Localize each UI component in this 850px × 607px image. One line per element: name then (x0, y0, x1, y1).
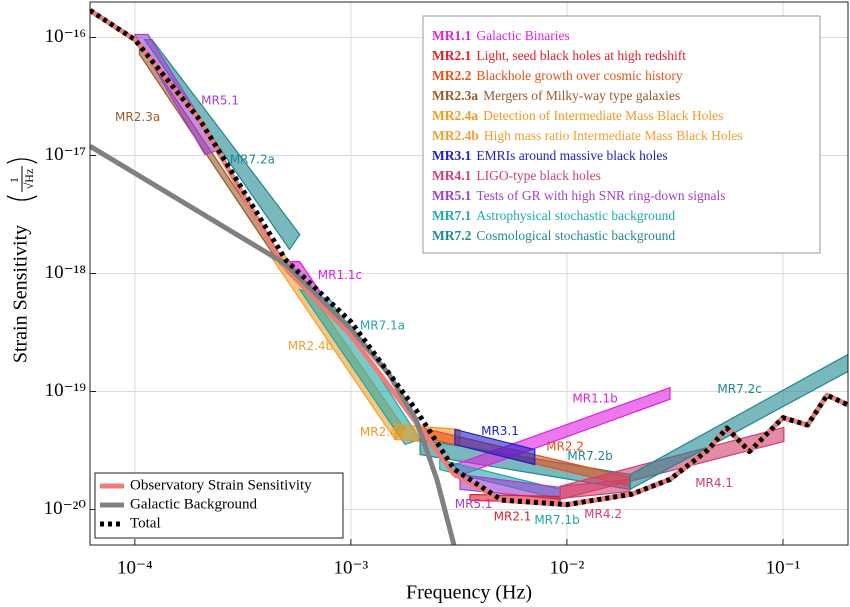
region-label: MR2.2 (546, 439, 584, 453)
y-axis-label: Strain Sensitivity (10, 225, 32, 363)
region-label: MR5.1 (455, 497, 493, 511)
y-axis-unit-numerator: 1 (7, 177, 21, 183)
region-label: MR1.1b (572, 392, 617, 406)
legend-entry: MR2.2 Blackhole growth over cosmic histor… (432, 68, 683, 83)
region-label: MR4.1 (695, 476, 733, 490)
region-label: MR3.1 (481, 424, 519, 438)
legend-id: MR7.1 (432, 208, 472, 223)
legend-description: Light, seed black holes at high redshift (476, 48, 686, 63)
legend: Observatory Strain Sensitivity Galactic B… (94, 472, 344, 539)
legend-description: Galactic Binaries (476, 28, 569, 43)
paren-left (6, 195, 38, 201)
legend-entry: MR1.1 Galactic Binaries (432, 28, 570, 43)
legend-entry: MR7.1 Astrophysical stochastic background (432, 208, 675, 223)
requirement-region (454, 428, 536, 466)
region-label: MR7.2b (567, 449, 612, 463)
legend-box (422, 15, 821, 254)
requirement-region (629, 353, 848, 491)
region-label: MR2.4a (360, 425, 405, 439)
requirements-legend: MR1.1 Galactic Binaries MR2.1 Light, seed b… (422, 15, 821, 254)
legend-description: LIGO-type black holes (476, 168, 600, 183)
legend-box (94, 472, 344, 539)
legend-id: MR2.1 (432, 48, 472, 63)
region-label: MR7.1b (534, 513, 579, 527)
legend-description: Astrophysical stochastic background (476, 208, 675, 223)
legend-entry: MR7.2 Cosmological stochastic background (432, 228, 675, 243)
legend-description: Blackhole growth over cosmic history (476, 68, 682, 83)
region-label: MR5.1 (201, 93, 239, 107)
legend-id: MR2.2 (432, 68, 472, 83)
legend-entry: MR2.3a Mergers of Milky-way type galaxies (432, 88, 680, 103)
region-label: MR7.2c (717, 382, 761, 396)
x-axis-label: Frequency (Hz) (406, 582, 532, 604)
y-axis-unit-denominator: √Hz (22, 169, 36, 190)
legend-id: MR7.2 (432, 228, 472, 243)
legend-id: MR1.1 (432, 28, 472, 43)
legend-entry: MR3.1 EMRIs around massive black holes (432, 148, 668, 163)
region-label: MR2.3a (115, 110, 160, 124)
legend-id: MR5.1 (432, 188, 472, 203)
legend-label: Total (130, 515, 161, 531)
y-tick-label: 10⁻²⁰ (44, 498, 87, 519)
legend-description: Cosmological stochastic background (476, 228, 675, 243)
y-tick-label: 10⁻¹⁶ (45, 26, 86, 47)
x-tick-label: 10⁻¹ (766, 557, 801, 578)
legend-id: MR2.4a (432, 108, 478, 123)
legend-label: Galactic Background (130, 496, 258, 512)
region-label: MR7.1a (360, 318, 405, 332)
x-tick-label: 10⁻³ (334, 557, 369, 578)
x-tick-label: 10⁻⁴ (117, 557, 153, 578)
legend-description: Tests of GR with high SNR ring-down sign… (476, 188, 725, 203)
legend-label: Observatory Strain Sensitivity (130, 477, 312, 493)
legend-description: Mergers of Milky-way type galaxies (483, 88, 680, 103)
paren-right (6, 158, 38, 164)
legend-id: MR2.4b (432, 128, 479, 143)
legend-description: High mass ratio Intermediate Mass Black … (484, 128, 743, 143)
legend-entry: MR5.1 Tests of GR with high SNR ring-down… (432, 188, 726, 203)
legend-description: EMRIs around massive black holes (476, 148, 667, 163)
series-line (90, 8, 848, 508)
region-label: MR2.4b (288, 339, 333, 353)
y-axis-label-group: Strain Sensitivity 1 √Hz (6, 158, 38, 363)
legend-entry: MR2.4a Detection of Intermediate Mass Bla… (432, 108, 723, 123)
legend-entry: MR2.4b High mass ratio Intermediate Mass … (432, 128, 743, 143)
plot (90, 8, 848, 545)
region-label: MR4.2 (584, 507, 622, 521)
y-tick-label: 10⁻¹⁹ (45, 380, 87, 401)
legend-entry: MR4.1 LIGO-type black holes (432, 168, 601, 183)
legend-id: MR2.3a (432, 88, 478, 103)
ticks: 10⁻⁴ 10⁻³ 10⁻² 10⁻¹ 10⁻²⁰ 10⁻¹⁹ 10⁻¹⁸ 10⁻¹⁷ 10⁻¹… (44, 26, 801, 578)
region-label: MR1.1c (318, 268, 362, 282)
x-tick-label: 10⁻² (550, 557, 585, 578)
legend-id: MR4.1 (432, 168, 472, 183)
y-tick-label: 10⁻¹⁷ (45, 144, 86, 165)
region-label: MR7.2a (230, 152, 275, 166)
legend-id: MR3.1 (432, 148, 472, 163)
legend-entry: MR2.1 Light, seed black holes at high red… (432, 48, 686, 63)
y-tick-label: 10⁻¹⁸ (45, 262, 86, 283)
region-label: MR2.1 (494, 510, 532, 524)
legend-description: Detection of Intermediate Mass Black Hol… (483, 108, 723, 123)
